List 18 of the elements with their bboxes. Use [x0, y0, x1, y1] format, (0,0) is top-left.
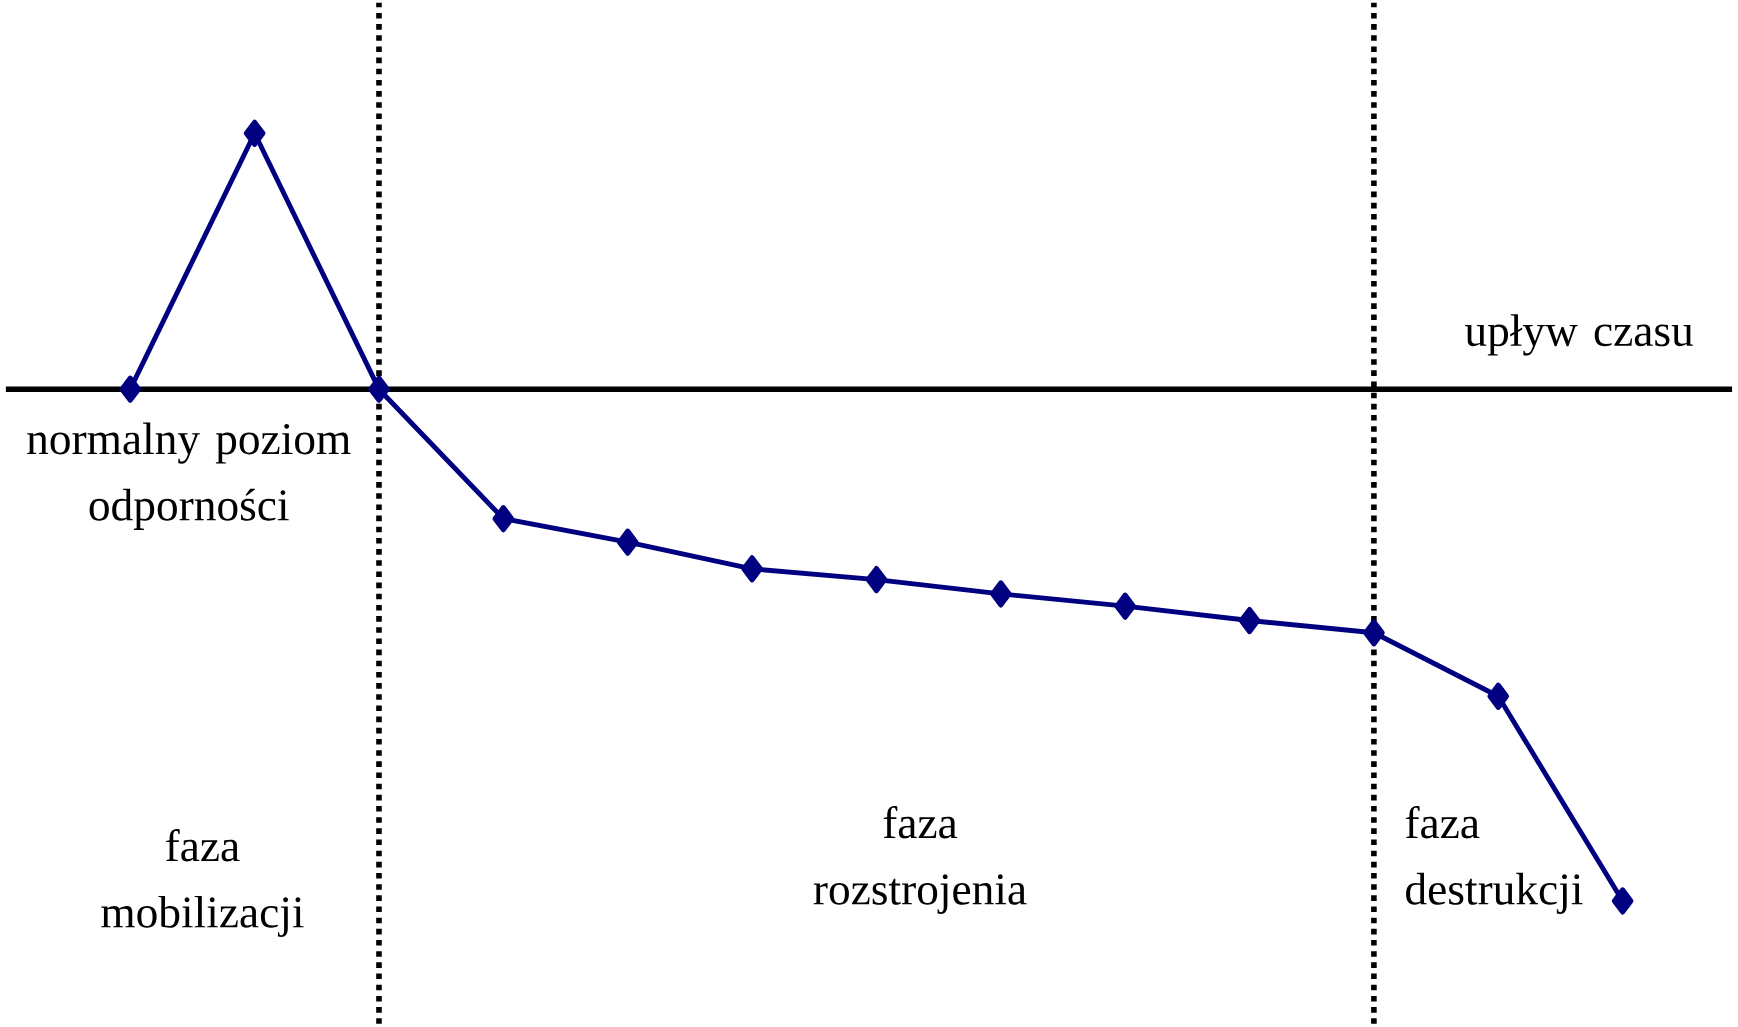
point: [741, 555, 763, 583]
annotation: normalny poziom odporności: [27, 422, 351, 531]
point: [243, 119, 266, 148]
point: [368, 375, 390, 404]
annotation: faza rozstrojenia: [813, 806, 1027, 915]
point: [1114, 592, 1136, 621]
point: [1238, 607, 1261, 635]
annotation: faza destrukcji: [1405, 806, 1583, 915]
annotation: faza mobilizacji: [101, 829, 304, 938]
point: [119, 375, 142, 404]
point: [616, 528, 639, 557]
annotation: upływ czasu: [1465, 314, 1693, 356]
point: [865, 566, 888, 594]
point: [1487, 682, 1510, 711]
point: [492, 505, 515, 533]
point: [1611, 887, 1634, 915]
point: [1363, 619, 1385, 647]
point: [989, 580, 1012, 608]
